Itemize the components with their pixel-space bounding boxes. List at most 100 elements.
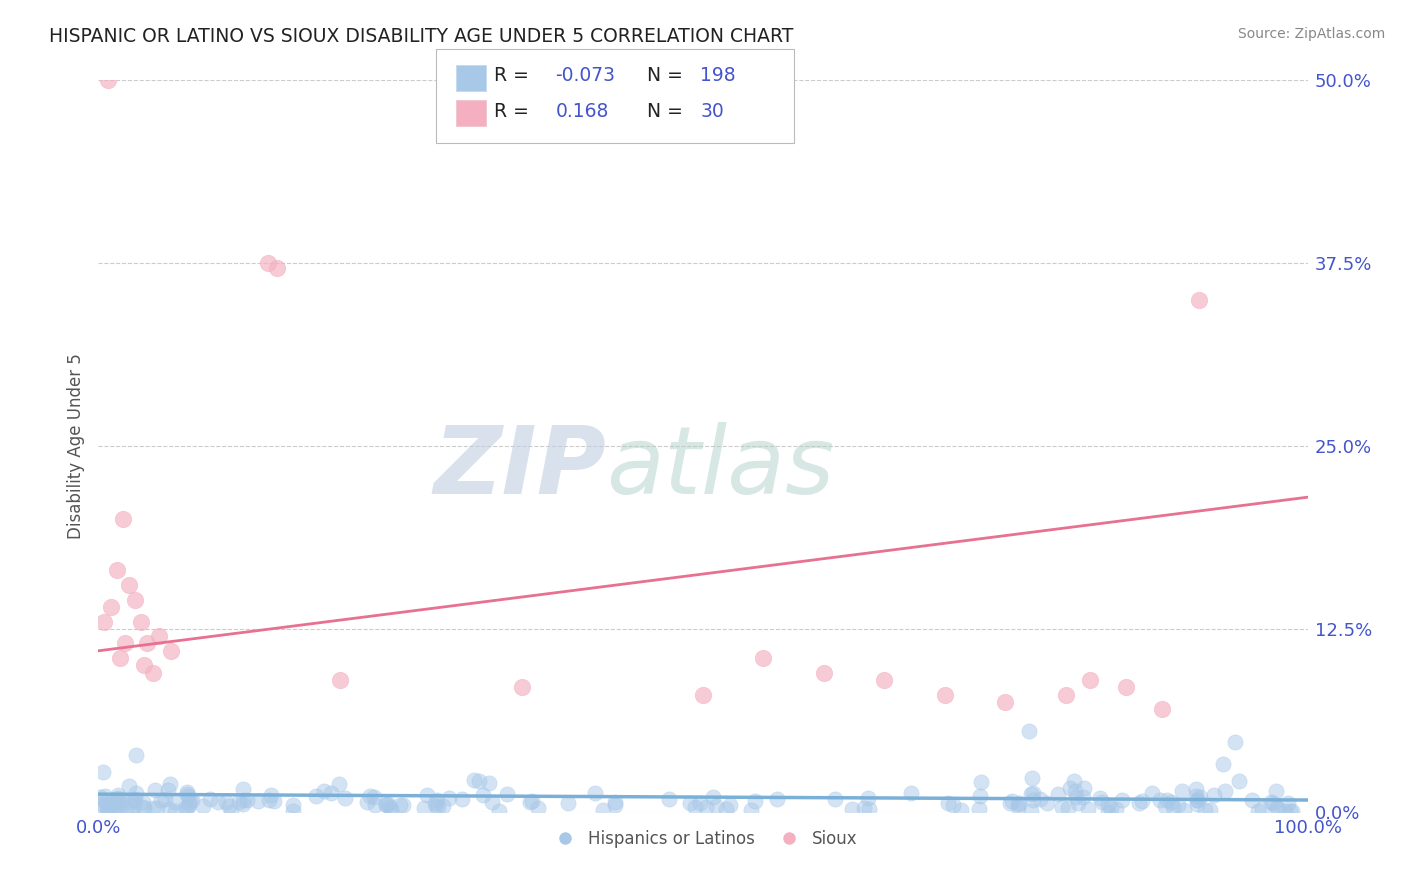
- Point: [1063, 774, 1085, 789]
- Point: [132, 795, 155, 809]
- Point: [603, 797, 626, 812]
- Point: [592, 803, 614, 817]
- Point: [695, 800, 717, 814]
- Point: [96, 804, 118, 818]
- Point: [605, 795, 627, 809]
- Point: [1185, 792, 1208, 806]
- Text: N =: N =: [647, 66, 683, 86]
- Point: [1185, 797, 1208, 812]
- Text: ZIP: ZIP: [433, 422, 606, 514]
- Point: [415, 788, 437, 802]
- Point: [118, 578, 141, 592]
- Point: [704, 799, 727, 814]
- Text: 198: 198: [700, 66, 735, 86]
- Point: [1019, 787, 1042, 801]
- Text: HISPANIC OR LATINO VS SIOUX DISABILITY AGE UNDER 5 CORRELATION CHART: HISPANIC OR LATINO VS SIOUX DISABILITY A…: [49, 27, 793, 45]
- Point: [124, 792, 146, 806]
- Point: [1018, 724, 1040, 739]
- Point: [1194, 803, 1216, 817]
- Point: [427, 800, 450, 814]
- Point: [134, 658, 156, 673]
- Point: [97, 804, 120, 818]
- Point: [1241, 792, 1264, 806]
- Point: [142, 801, 165, 815]
- Point: [256, 256, 278, 270]
- Text: R =: R =: [494, 102, 529, 121]
- Point: [1185, 792, 1208, 806]
- Point: [1008, 796, 1031, 810]
- Point: [97, 73, 120, 87]
- Point: [969, 775, 991, 789]
- Point: [111, 512, 134, 526]
- Point: [375, 797, 398, 812]
- Point: [328, 777, 350, 791]
- Point: [377, 797, 399, 811]
- Point: [232, 793, 254, 807]
- Point: [1156, 793, 1178, 807]
- Point: [1160, 795, 1182, 809]
- Point: [766, 792, 789, 806]
- Point: [110, 793, 132, 807]
- Point: [388, 797, 411, 812]
- Point: [1212, 757, 1234, 772]
- Point: [813, 665, 835, 680]
- Point: [1064, 789, 1087, 804]
- Point: [132, 801, 155, 815]
- Point: [107, 798, 129, 813]
- Point: [96, 797, 118, 812]
- Point: [131, 799, 153, 814]
- Point: [94, 795, 117, 809]
- Point: [510, 681, 533, 695]
- Point: [1097, 805, 1119, 819]
- Point: [165, 795, 187, 809]
- Point: [689, 796, 711, 810]
- Point: [413, 801, 436, 815]
- Point: [148, 629, 170, 643]
- Point: [1199, 803, 1222, 817]
- Point: [1185, 782, 1208, 797]
- Point: [1007, 797, 1029, 812]
- Point: [124, 592, 146, 607]
- Point: [91, 797, 114, 812]
- Point: [1073, 781, 1095, 796]
- Point: [129, 615, 152, 629]
- Point: [1149, 793, 1171, 807]
- Point: [177, 789, 200, 803]
- Point: [583, 786, 606, 800]
- Point: [94, 789, 117, 803]
- Point: [1050, 800, 1073, 814]
- Point: [1185, 789, 1208, 803]
- Point: [117, 802, 139, 816]
- Point: [364, 798, 387, 813]
- Point: [720, 797, 742, 812]
- Point: [101, 793, 124, 807]
- Point: [236, 792, 259, 806]
- Point: [1111, 793, 1133, 807]
- Point: [495, 787, 517, 801]
- Point: [232, 797, 254, 811]
- Point: [359, 789, 381, 803]
- Point: [1263, 796, 1285, 810]
- Point: [714, 803, 737, 817]
- Point: [1128, 796, 1150, 810]
- Point: [1059, 780, 1081, 795]
- Point: [702, 789, 724, 804]
- Point: [1227, 773, 1250, 788]
- Point: [658, 792, 681, 806]
- Point: [122, 797, 145, 812]
- Point: [467, 773, 489, 788]
- Point: [215, 795, 238, 809]
- Point: [425, 796, 447, 810]
- Point: [938, 796, 960, 810]
- Point: [1021, 771, 1043, 785]
- Point: [247, 794, 270, 808]
- Point: [121, 804, 143, 818]
- Point: [853, 801, 876, 815]
- Point: [1000, 796, 1022, 810]
- Point: [135, 636, 157, 650]
- Point: [356, 795, 378, 809]
- Point: [1152, 702, 1174, 716]
- Point: [177, 796, 200, 810]
- Point: [1130, 794, 1153, 808]
- Point: [471, 788, 494, 802]
